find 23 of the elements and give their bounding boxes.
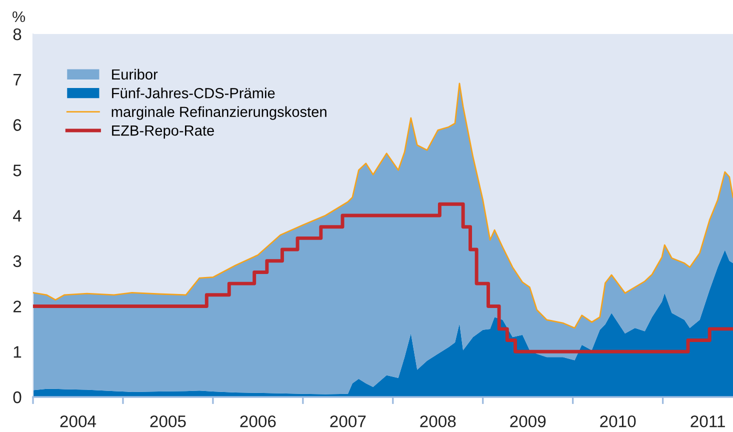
- y-tick-label: 3: [13, 255, 22, 268]
- x-tick-label: 2008: [420, 415, 456, 428]
- x-tick-label: 2004: [60, 415, 96, 428]
- y-axis-title: %: [12, 11, 26, 22]
- y-tick-label: 4: [13, 210, 22, 222]
- y-tick-label: 8: [13, 28, 22, 40]
- y-tick-label: 6: [13, 119, 22, 131]
- legend-label: Euribor: [112, 68, 158, 80]
- y-tick-label: 5: [13, 164, 22, 176]
- x-tick-label: 2007: [330, 415, 366, 428]
- x-tick-label: 2005: [150, 415, 186, 428]
- x-tick-label: 2006: [240, 415, 276, 428]
- y-tick-label: 2: [13, 300, 22, 312]
- y-tick-label: 0: [13, 391, 22, 404]
- legend-label: EZB-Repo-Rate: [112, 126, 214, 139]
- x-tick-label: 2009: [510, 415, 546, 428]
- x-tick-label: 2011: [690, 415, 725, 428]
- legend-label: marginale Refinanzierungskosten: [112, 106, 326, 120]
- y-tick-label: 1: [14, 346, 22, 358]
- y-tick-label: 7: [13, 74, 22, 86]
- line-series: [33, 82, 733, 329]
- legend-label: Fünf-Jahres-CDS-Prämie: [112, 88, 275, 98]
- x-tick-label: 2010: [600, 415, 636, 428]
